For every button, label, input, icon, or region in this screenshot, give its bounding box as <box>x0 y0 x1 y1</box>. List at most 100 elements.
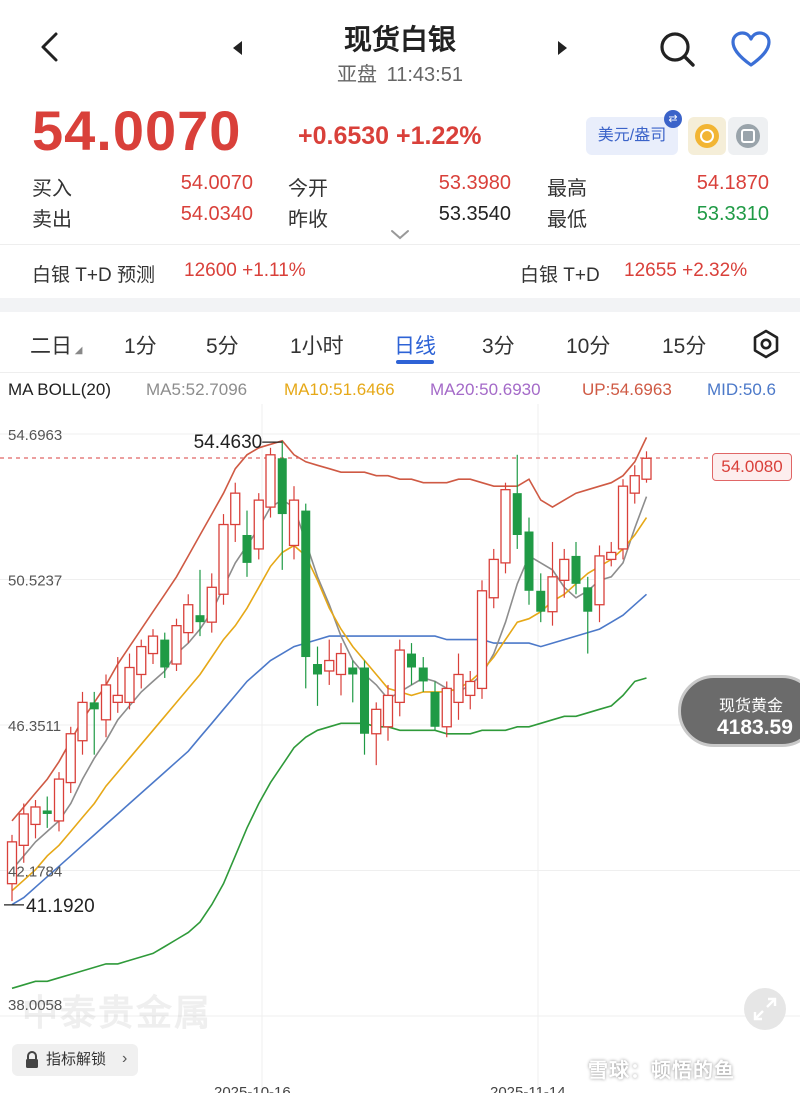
fullscreen-expand-icon[interactable] <box>744 988 786 1030</box>
favorite-heart-icon[interactable] <box>730 30 772 70</box>
candle-body <box>160 639 170 668</box>
candle-body <box>218 523 229 595</box>
quote-label-low: 最低 <box>547 209 587 231</box>
candle-body <box>418 667 428 682</box>
previous-instrument-icon[interactable] <box>228 38 248 58</box>
indicator-ma20: MA20:50.6930 <box>430 380 541 399</box>
quote-value-low: 53.3310 <box>696 203 769 225</box>
candle-body <box>606 551 617 561</box>
candle-body <box>559 558 570 581</box>
alert-toggle-icon[interactable] <box>688 117 726 155</box>
tab-15min[interactable]: 15分 <box>662 335 707 358</box>
candlestick-chart[interactable]: 54.6963 50.5237 46.3511 42.1784 38.0058 54.46… <box>0 404 800 1093</box>
series-line-dn <box>11 677 647 990</box>
gold-name: 现货黄金 <box>719 698 784 715</box>
related-forecast-label[interactable]: 白银 T+D 预测 <box>32 265 155 286</box>
candle-body <box>512 493 522 535</box>
change-amount: +0.6530 <box>298 122 390 150</box>
gold-quote-bubble[interactable]: 现货黄金 4183.59 <box>678 675 800 747</box>
quote-value-open: 53.3980 <box>438 172 511 194</box>
candle-body <box>65 733 76 784</box>
swap-unit-icon[interactable]: ⇄ <box>664 110 682 128</box>
chevron-down-icon[interactable] <box>388 228 412 242</box>
tab-daily[interactable]: 日线 <box>394 335 436 358</box>
candle-body <box>348 667 358 675</box>
candle-body <box>324 659 335 672</box>
next-instrument-icon[interactable] <box>552 38 572 58</box>
candle-body <box>77 701 88 742</box>
indicator-unlock-button[interactable]: 指标解锁 <box>12 1044 138 1076</box>
change-percent: +1.22% <box>396 122 482 150</box>
related-td-value[interactable]: 12655 +2.32% <box>624 260 748 281</box>
candle-body <box>536 590 546 612</box>
currency-unit-button[interactable]: 美元/盎司 <box>586 117 678 155</box>
market-session: 亚盘 <box>337 64 378 86</box>
series-line-mid <box>11 593 648 906</box>
quote-value-ask: 54.0340 <box>180 203 253 225</box>
session-status: 亚盘 11:43:51 <box>250 58 550 87</box>
divider <box>0 244 800 245</box>
tab-3min[interactable]: 3分 <box>482 335 515 358</box>
y-tick-label: 46.3511 <box>8 718 61 735</box>
candle-body <box>242 534 252 563</box>
indicator-ma10: MA10:51.6466 <box>284 380 395 399</box>
candle-body <box>360 667 369 734</box>
tab-1hour[interactable]: 1小时 <box>290 335 344 358</box>
candle-body <box>112 694 123 704</box>
candle-body <box>89 702 99 710</box>
candle-body <box>476 590 488 690</box>
divider <box>0 372 800 373</box>
candle-body <box>30 806 41 826</box>
candle-body <box>18 813 29 846</box>
series-line-ma5 <box>11 496 648 871</box>
candle-body <box>183 604 194 634</box>
quote-label-ask: 卖出 <box>32 209 72 231</box>
candle-body <box>465 680 476 697</box>
indicator-ma5: MA5:52.7096 <box>146 380 248 399</box>
quote-value-high: 54.1870 <box>696 172 769 194</box>
candle-body <box>394 649 405 704</box>
quote-label-open: 今开 <box>288 178 328 200</box>
candle-body <box>407 653 416 668</box>
section-divider <box>0 298 800 312</box>
tab-two-day[interactable]: 二日 ◢ <box>30 335 83 358</box>
back-arrow-icon[interactable] <box>34 30 68 64</box>
search-icon[interactable] <box>656 28 698 70</box>
candle-body <box>441 687 452 728</box>
y-tick-label: 54.6963 <box>8 427 62 444</box>
series-line-up <box>11 437 648 822</box>
candle-body <box>524 531 534 591</box>
candle-body <box>500 489 511 564</box>
candle-body <box>453 673 464 704</box>
source-watermark: 雪球：顿悟的鱼 <box>588 1060 735 1082</box>
related-forecast-value[interactable]: 12600 +1.11% <box>184 260 306 281</box>
candle-body <box>100 684 112 721</box>
candle-body <box>313 664 322 675</box>
candle-body <box>53 778 65 822</box>
related-td-label[interactable]: 白银 T+D <box>520 265 600 286</box>
candle-body <box>583 587 593 612</box>
candle-body <box>382 694 394 728</box>
quote-label-high: 最高 <box>547 178 587 200</box>
candle-body <box>6 841 18 885</box>
candle-body <box>171 625 182 665</box>
tab-1min[interactable]: 1分 <box>124 335 157 358</box>
y-tick-label: 42.1784 <box>8 864 62 881</box>
axis-labels: 54.6963 50.5237 46.3511 42.1784 38.0058 54.46… <box>4 427 283 1014</box>
indicator-mid: MID:50.6 <box>707 380 776 399</box>
candle-body <box>147 635 159 655</box>
watermark: 中泰贵金属 <box>22 992 213 1033</box>
candle-body <box>571 555 581 584</box>
quote-label-bid: 买入 <box>32 178 72 200</box>
candle-body <box>136 645 147 676</box>
indicator-name[interactable]: MA BOLL(20) <box>8 380 111 399</box>
lock-icon <box>26 1051 38 1068</box>
price-change: +0.6530 +1.22% <box>298 122 482 151</box>
settings-hexagon-icon[interactable] <box>750 328 782 360</box>
candle-body <box>617 485 629 550</box>
candle-body <box>265 454 276 508</box>
tab-5min[interactable]: 5分 <box>206 335 239 358</box>
candle-body <box>230 492 241 526</box>
compare-toggle-icon[interactable] <box>728 117 768 155</box>
tab-10min[interactable]: 10分 <box>566 335 611 358</box>
